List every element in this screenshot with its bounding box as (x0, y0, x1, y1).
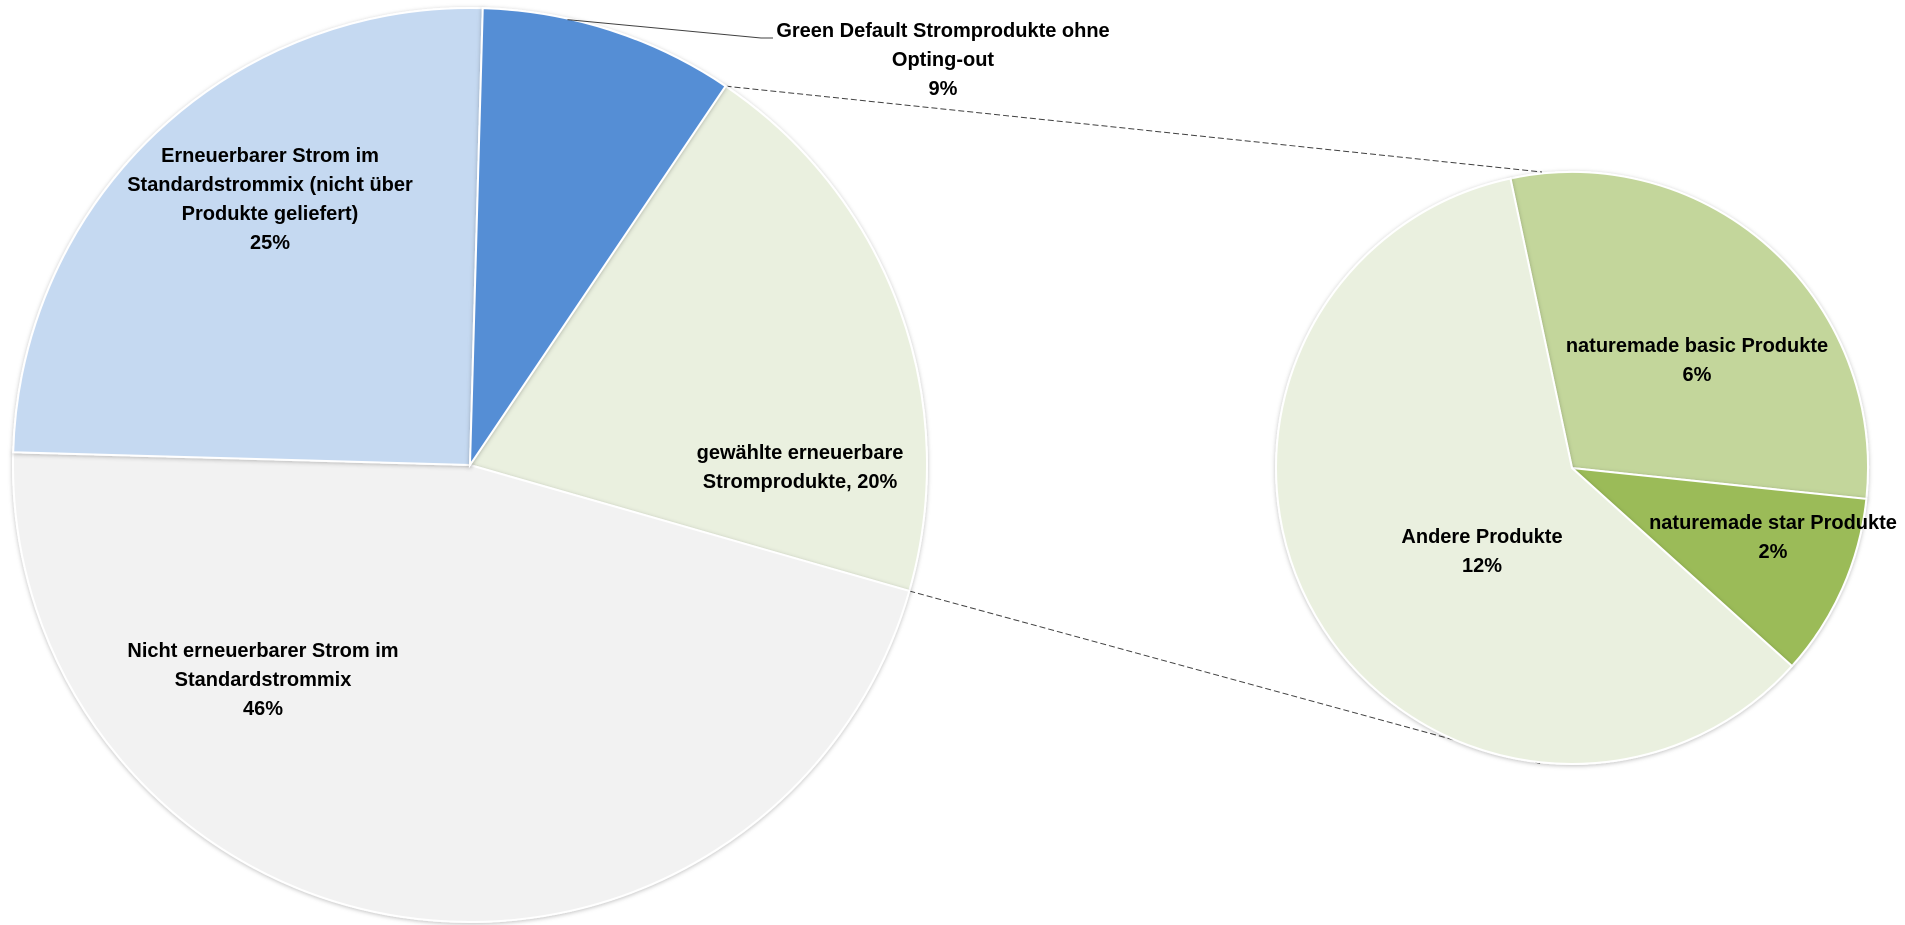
main-slice-erneuerbarer-strom-im-standardstrommix-nicht-ueber-produkte-geliefert (12, 7, 484, 467)
sub-slice-naturemade-basic-produkte (1509, 171, 1869, 501)
sub-label-naturemade-star-produkte: naturemade star Produkte 2% (1649, 512, 1897, 563)
connector-line-top (725, 85, 1543, 173)
connector-lines (725, 85, 1543, 765)
main-slice-gewaehlte-erneuerbare-stromprodukte (468, 84, 928, 593)
leader-lines (567, 19, 773, 39)
main-label-erneuerbarer-strom-im-standardstrommix-nicht-ueber-produkte-geliefert: Erneuerbarer Strom im Standardstrommix (n… (127, 145, 413, 254)
main-slice-nicht-erneuerbarer-strom-im-standardstrommix (12, 451, 911, 923)
main-label-nicht-erneuerbarer-strom-im-standardstrommix: Nicht erneuerbarer Strom im Standardstrom… (127, 640, 398, 720)
sub-pie (1275, 171, 1869, 765)
sub-slice-naturemade-star-produkte (1569, 466, 1868, 668)
sub-label-andere-produkte: Andere Produkte 12% (1401, 526, 1562, 577)
main-label-green-default-stromprodukte-ohne-opting-out: Green Default Stromprodukte ohne Opting-o… (776, 20, 1109, 100)
leader-line-green-default (567, 19, 773, 39)
data-labels: gewählte erneuerbare Stromprodukte, 20% Ni… (127, 20, 1897, 720)
connector-line-bottom (909, 590, 1543, 765)
sub-slice-andere-produkte (1275, 177, 1794, 765)
main-label-gewaehlte-erneuerbare-stromprodukte: gewählte erneuerbare Stromprodukte, 20% (697, 442, 904, 493)
main-slice-green-default-stromprodukte-ohne-opting-out (468, 7, 727, 469)
main-pie (12, 7, 928, 923)
sub-label-naturemade-basic-produkte: naturemade basic Produkte 6% (1566, 335, 1828, 386)
